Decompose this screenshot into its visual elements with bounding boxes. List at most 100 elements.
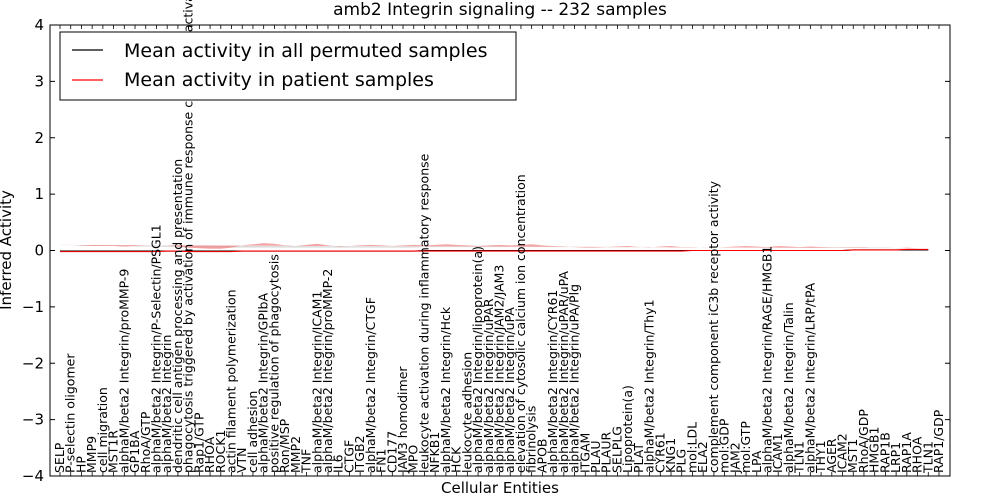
x-tick-label: LRP1 [888,442,903,473]
x-tick-label: alphaM/beta2 Integrin/uPAR/uPA [556,271,571,473]
y-tick-label: 2 [34,129,44,147]
x-tick-label: TLN1 [920,441,935,474]
x-tick-label: alphaM/beta2 Integrin/Hck [438,306,453,473]
x-tick-label: alphaM/beta2 Integrin/JAM2/JAM3 [492,265,507,473]
x-tick-label: ITGAM [577,433,592,473]
x-tick-label: complement component iC3b receptor activ… [706,180,721,473]
x-tick-label: cell adhesion [245,391,260,473]
chart-title: amb2 Integrin signaling -- 232 samples [333,0,667,20]
x-tick-label: SELP [52,442,67,473]
series-line-1 [60,248,929,253]
x-tick-label: THY1 [813,440,828,474]
x-tick-label: ELA2 [695,441,710,473]
x-tick-label: MPO [406,445,421,473]
x-tick-label: NFKB1 [427,432,442,473]
x-tick-label: CD177 [384,431,399,473]
x-tick-label: P-selectin oligomer [63,353,78,473]
x-tick-label: mol:LDL [684,422,699,473]
x-tick-label: cell migration [95,387,110,473]
x-tick-label: MMP2 [288,436,303,473]
x-tick-label: alphaM/beta2 Integrin/uPA [502,307,517,473]
x-tick-label: dendritic cell antigen processing and pr… [170,159,185,473]
x-tick-label: HCK [449,446,464,473]
y-tick-label: 3 [34,72,44,90]
x-tick-label: leukocyte adhesion [459,352,474,473]
x-tick-label: JAM3 homodimer [395,366,410,474]
x-tick-label: AGER [824,438,839,473]
x-tick-label: RAP1A [899,432,914,473]
x-tick-label: alphaM/beta2 Integrin/uPAR [481,298,496,473]
x-tick-label: RAP1B [877,432,892,473]
x-tick-label: RHOA [910,436,925,473]
x-tick-label: PLAUR [599,432,614,473]
x-tick-label: IL6 [331,454,346,473]
x-tick-label: mol:GTP [738,421,753,473]
x-tick-label: alphaM/beta2 Integrin/GPIbA [256,293,271,473]
y-tick-label: −4 [22,467,44,485]
x-tick-label: MST1 [845,439,860,473]
x-tick-label: MMP9 [84,436,99,473]
x-tick-label: Rap1/GTP [191,412,206,473]
x-tick-label: alphaM/beta2 Integrin/proMMP-9 [116,269,131,473]
x-tick-label: ROCK1 [213,430,228,473]
legend-box [59,31,517,101]
x-tick-label: ICAM2 [835,433,850,473]
x-tick-label: HMGB1 [867,427,882,473]
x-tick-label: RhoA/GTP [138,411,153,473]
x-tick-label: PLAU [588,441,603,474]
x-tick-label: mol:GDP [717,418,732,473]
y-tick-label: 0 [34,242,44,260]
x-tick-label: phagocytosis triggered by activation of … [181,0,196,473]
y-tick-label: −2 [22,354,44,372]
x-tick-label: JAM2 [727,442,742,474]
x-tick-label: alphaM/beta2 Integrin/proMMP-2 [320,269,335,473]
x-tick-label: alphaM/beta2 Integrin/CTGF [363,297,378,473]
x-tick-label: leukocyte activation during inflammatory… [416,153,431,473]
x-axis-label: Cellular Entities [441,479,559,497]
x-tick-label: CTGF [341,440,356,473]
legend-label-permuted: Mean activity in all permuted samples [124,40,487,62]
x-tick-label: alphaM/beta2 Integrin/CYR61 [545,290,560,473]
x-tick-label: RHOA [202,436,217,473]
y-axis-label: Inferred Activity [0,190,15,310]
x-tick-label: KNG1 [663,438,678,473]
x-tick-label: alphaM/beta2 Integrin/lipoprotein(a) [470,246,485,473]
series-band-1 [60,243,929,249]
x-tick-label: LPA [749,450,764,473]
x-tick-label: alphaM/beta2 Integrin/ICAM1 [309,291,324,473]
x-tick-label: alphaM/beta2 Integrin/Talin [781,302,796,473]
x-tick-label: alphaM/beta2 Integrin/uPA/Plg [567,284,582,473]
x-tick-label: TLN1 [792,441,807,474]
y-tick-label: −1 [22,298,44,316]
x-tick-label: APOB [534,438,549,473]
x-tick-label: alphaM/beta2 Integrin/P-Selectin/PSGL1 [148,224,163,473]
x-tick-label: RAP1/GDP [931,409,946,473]
x-tick-label: alphaM/beta2 Integrin [159,335,174,473]
y-tick-label: −3 [22,411,44,429]
y-tick-label: 4 [34,16,44,34]
x-tick-label: PLAT [631,443,646,473]
x-tick-label: elevation of cytosolic calcium ion conce… [513,174,528,473]
x-tick-label: Ron/MSP [277,418,292,473]
legend-label-patient: Mean activity in patient samples [124,69,434,91]
x-tick-label: CYR61 [652,432,667,473]
x-tick-label: alphaM/beta2 Integrin/LRP/tPA [802,282,817,473]
x-tick-label: PLG [674,449,689,473]
x-tick-label: ICAM1 [770,433,785,473]
x-tick-label: RhoA/GDP [856,409,871,473]
legend: Mean activity in all permuted samples Me… [59,31,517,101]
x-tick-label: Lipoprotein(a) [620,385,635,473]
x-tick-label: fibrinolysis [524,406,539,473]
x-tick-label: positive regulation of phagocytosis [266,254,281,473]
x-tick-label: alphaM/beta2 Integrin/Thy1 [642,299,657,473]
x-tick-label: SELPLG [609,426,624,473]
x-tick-label: MST1R [106,430,121,473]
x-tick-label: TNF [299,449,314,474]
x-tick-label: FN1 [374,449,389,474]
x-tick-label: actin filament polymerization [224,289,239,473]
x-tick-label: ITGB2 [352,435,367,473]
x-tick-label: HP [73,456,88,473]
x-tick-label: GP1BA [127,430,142,473]
x-tick-label: VTN [234,447,249,473]
